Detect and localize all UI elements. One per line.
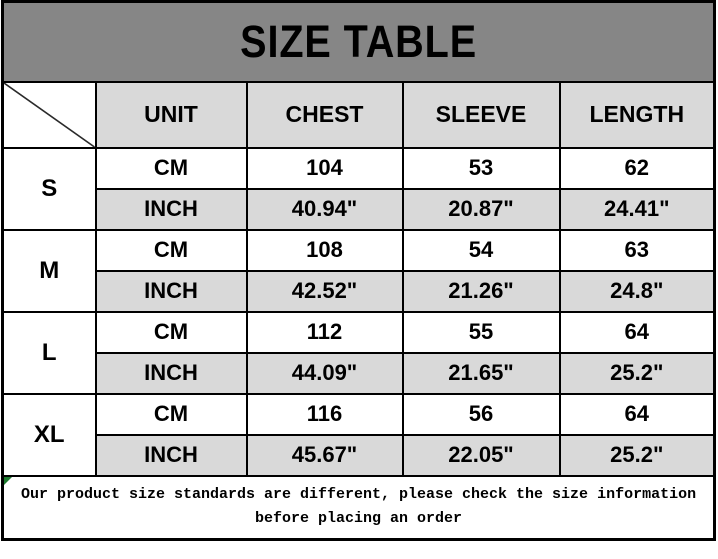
value-cell-length: 24.41" [558,187,716,231]
size-row-xl-inch: INCH 45.67" 22.05" 25.2" [3,433,716,477]
value-cell-length: 62 [558,146,716,190]
column-header-unit: UNIT [94,80,248,149]
size-row-xl-cm: XL CM 116 56 64 [1,392,716,477]
unit-cell: CM [94,228,248,272]
unit-cell: INCH [94,187,248,231]
unit-cell: INCH [94,269,248,313]
value-cell-sleeve: 56 [401,392,561,436]
column-header-row: UNIT CHEST SLEEVE LENGTH [1,80,716,149]
diagonal-line-icon [4,83,95,147]
size-row-m-cm: M CM 108 54 63 [1,228,716,313]
column-header-chest: CHEST [245,80,404,149]
size-table-footer: Our product size standards are different… [1,474,716,541]
value-cell-sleeve: 53 [401,146,561,190]
size-label-m: M [1,228,97,313]
unit-cell: INCH [94,433,248,477]
size-label-l: L [1,310,97,395]
size-table-head: SIZE TABLE UNIT CHEST SLEEVE LENGTH [1,0,716,149]
value-cell-sleeve: 54 [401,228,561,272]
size-label-xl: XL [1,392,97,477]
value-cell-chest: 45.67" [245,433,404,477]
unit-cell: CM [94,310,248,354]
size-table-body: S CM 104 53 62 INCH 40.94" 20.87" 24.41" M CM 108 54… [1,146,716,477]
size-label-s: S [1,146,97,231]
size-row-l-inch: INCH 44.09" 21.65" 25.2" [3,351,716,395]
value-cell-chest: 40.94" [245,187,404,231]
title-row: SIZE TABLE [1,0,716,83]
unit-cell: CM [94,146,248,190]
page-title: SIZE TABLE [240,15,477,67]
column-header-length: LENGTH [558,80,716,149]
footer-note-cell: Our product size standards are different… [1,474,716,541]
value-cell-length: 64 [558,392,716,436]
value-cell-length: 63 [558,228,716,272]
column-header-sleeve: SLEEVE [401,80,561,149]
value-cell-chest: 112 [245,310,404,354]
value-cell-chest: 104 [245,146,404,190]
value-cell-sleeve: 21.65" [401,351,561,395]
value-cell-sleeve: 22.05" [401,433,561,477]
table-title-cell: SIZE TABLE [1,0,716,83]
unit-cell: CM [94,392,248,436]
size-row-s-cm: S CM 104 53 62 [1,146,716,231]
value-cell-chest: 116 [245,392,404,436]
diagonal-cell [1,80,97,149]
value-cell-sleeve: 55 [401,310,561,354]
footer-row: Our product size standards are different… [1,474,716,541]
value-cell-length: 24.8" [558,269,716,313]
size-row-l-cm: L CM 112 55 64 [1,310,716,395]
value-cell-sleeve: 20.87" [401,187,561,231]
value-cell-sleeve: 21.26" [401,269,561,313]
size-table: SIZE TABLE UNIT CHEST SLEEVE LENGTH S CM 1… [1,0,717,541]
corner-marker-icon [4,477,12,485]
value-cell-chest: 108 [245,228,404,272]
size-row-s-inch: INCH 40.94" 20.87" 24.41" [3,187,716,231]
value-cell-chest: 42.52" [245,269,404,313]
value-cell-chest: 44.09" [245,351,404,395]
footer-note-line1: Our product size standards are different… [20,486,697,504]
value-cell-length: 25.2" [558,433,716,477]
size-row-m-inch: INCH 42.52" 21.26" 24.8" [3,269,716,313]
value-cell-length: 64 [558,310,716,354]
value-cell-length: 25.2" [558,351,716,395]
footer-note-line2: before placing an order [255,510,463,528]
unit-cell: INCH [94,351,248,395]
